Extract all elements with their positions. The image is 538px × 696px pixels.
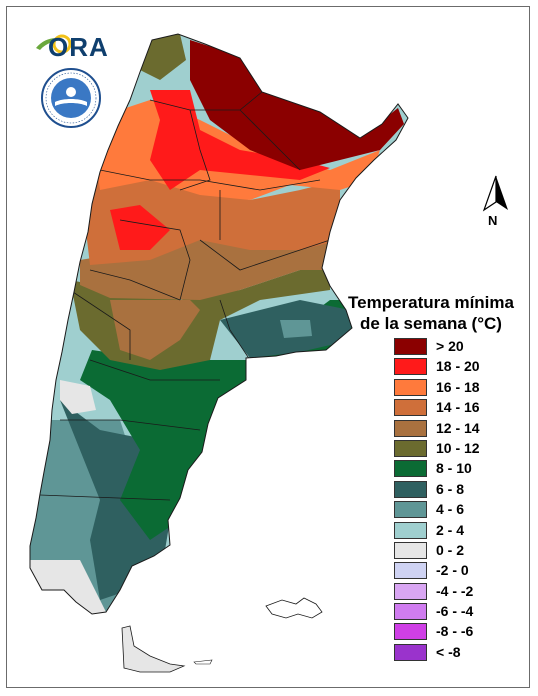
- legend-label: -8 - -6: [436, 623, 474, 640]
- legend-label: 2 - 4: [436, 521, 465, 538]
- legend-label: -2 - 0: [436, 562, 469, 579]
- legend-swatch: [394, 643, 427, 661]
- legend-swatch: [394, 562, 427, 580]
- legend-label: 6 - 8: [436, 480, 465, 497]
- legend-swatch: [394, 378, 427, 396]
- legend-swatch: [394, 338, 427, 355]
- legend-swatch: [394, 582, 427, 600]
- north-label: N: [488, 213, 498, 228]
- legend-label: 18 - 20: [436, 358, 480, 375]
- legend-label: 12 - 14: [436, 419, 480, 436]
- legend-label: < -8: [436, 643, 461, 660]
- legend-title-line2: de la semana (°C): [360, 314, 502, 333]
- argentina-outline: [29, 33, 409, 615]
- legend-swatch: [394, 399, 427, 417]
- ora-logo: [36, 34, 72, 54]
- legend-label: 4 - 6: [436, 501, 465, 518]
- legend-swatch: [394, 480, 427, 498]
- north-arrow-icon: [482, 175, 508, 212]
- legend-swatch: [394, 439, 427, 457]
- legend-label: 16 - 18: [436, 378, 480, 395]
- legend-label: -4 - -2: [436, 582, 474, 599]
- legend-swatch: [394, 603, 427, 621]
- ora-logo-text: ORA: [48, 32, 109, 62]
- legend-label: -6 - -4: [436, 603, 474, 620]
- legend-label: 10 - 12: [436, 439, 480, 456]
- legend-label: 8 - 10: [436, 460, 472, 477]
- legend-swatch: [394, 358, 427, 376]
- legend-swatch: [394, 419, 427, 437]
- tierra-del-fuego: [121, 625, 186, 673]
- legend-swatch: [394, 501, 427, 519]
- legend-swatch: [394, 623, 427, 641]
- province-borders: [39, 91, 331, 501]
- legend-swatch: [394, 460, 427, 478]
- smn-seal-logo: [41, 68, 101, 128]
- legend-swatch: [394, 541, 427, 559]
- malvinas-islands: [265, 597, 323, 619]
- legend-label: 14 - 16: [436, 399, 480, 416]
- legend-title-line1: Temperatura mínima: [348, 293, 514, 312]
- legend-title: Temperatura mínima de la semana (°C): [336, 292, 526, 334]
- legend-label: > 20: [436, 338, 464, 354]
- legend-swatch: [394, 521, 427, 539]
- legend-label: 0 - 2: [436, 541, 465, 558]
- small-island: [193, 659, 213, 665]
